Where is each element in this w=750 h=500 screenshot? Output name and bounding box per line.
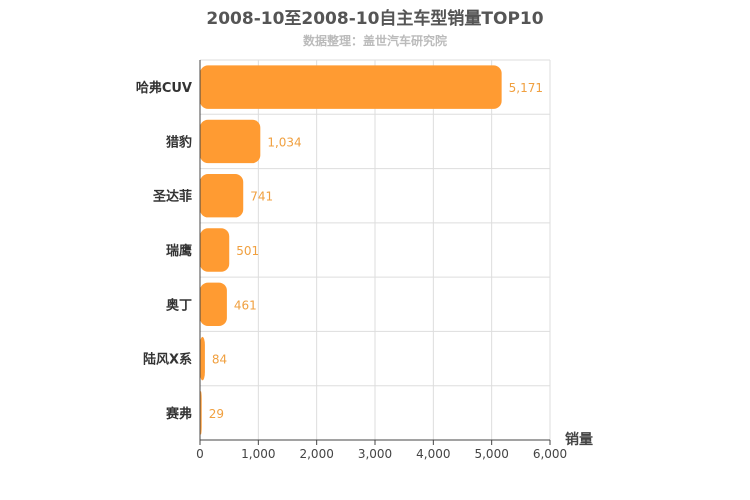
- data-label: 1,034: [267, 135, 301, 149]
- category-label: 赛弗: [165, 406, 192, 422]
- x-tick-label: 4,000: [416, 447, 450, 461]
- bar: [200, 119, 261, 164]
- category-label: 瑞鹰: [166, 243, 192, 259]
- value-axis-label: 销量: [565, 431, 593, 448]
- data-label: 84: [212, 353, 227, 367]
- data-label: 5,171: [509, 81, 543, 95]
- axis-layer: 0 1,000 2,000 3,000 4,000 5,000 6,000 哈弗CUV 猎豹圣达…: [136, 60, 567, 461]
- chart-title: 2008-10至2008-10自主车型销量TOP10: [206, 9, 544, 29]
- bar: [200, 65, 502, 109]
- data-label: 29: [209, 407, 224, 421]
- chart-subtitle: 数据整理：盖世汽车研究院: [302, 34, 447, 48]
- bar: [200, 174, 244, 218]
- data-label: 501: [236, 244, 259, 258]
- data-label: 461: [234, 298, 257, 312]
- grid-layer: [200, 59, 551, 440]
- x-tick-label: 5,000: [474, 447, 508, 461]
- category-label: 陆风X系: [143, 352, 192, 368]
- bar: [200, 282, 227, 326]
- category-label: 哈弗CUV: [136, 80, 192, 96]
- data-label: 741: [250, 190, 273, 204]
- x-tick-label: 6,000: [533, 447, 567, 461]
- x-tick-label: 1,000: [241, 447, 275, 461]
- x-tick-label: 0: [196, 447, 204, 461]
- x-tick-label: 3,000: [358, 447, 392, 461]
- x-tick-label: 2,000: [299, 447, 333, 461]
- category-label: 圣达菲: [153, 189, 192, 205]
- category-label: 奥丁: [166, 297, 192, 313]
- bar: [200, 228, 230, 272]
- category-label: 猎豹: [166, 134, 192, 150]
- bar: [200, 336, 205, 381]
- bar-layer: 5,171 1,034 741 501 461 84 29: [200, 65, 543, 435]
